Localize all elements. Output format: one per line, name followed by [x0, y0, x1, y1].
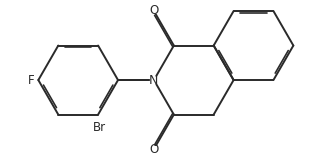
Text: F: F — [28, 74, 34, 86]
Text: Br: Br — [93, 122, 106, 134]
Text: N: N — [149, 74, 159, 86]
Text: O: O — [149, 143, 158, 155]
Text: O: O — [149, 4, 158, 17]
